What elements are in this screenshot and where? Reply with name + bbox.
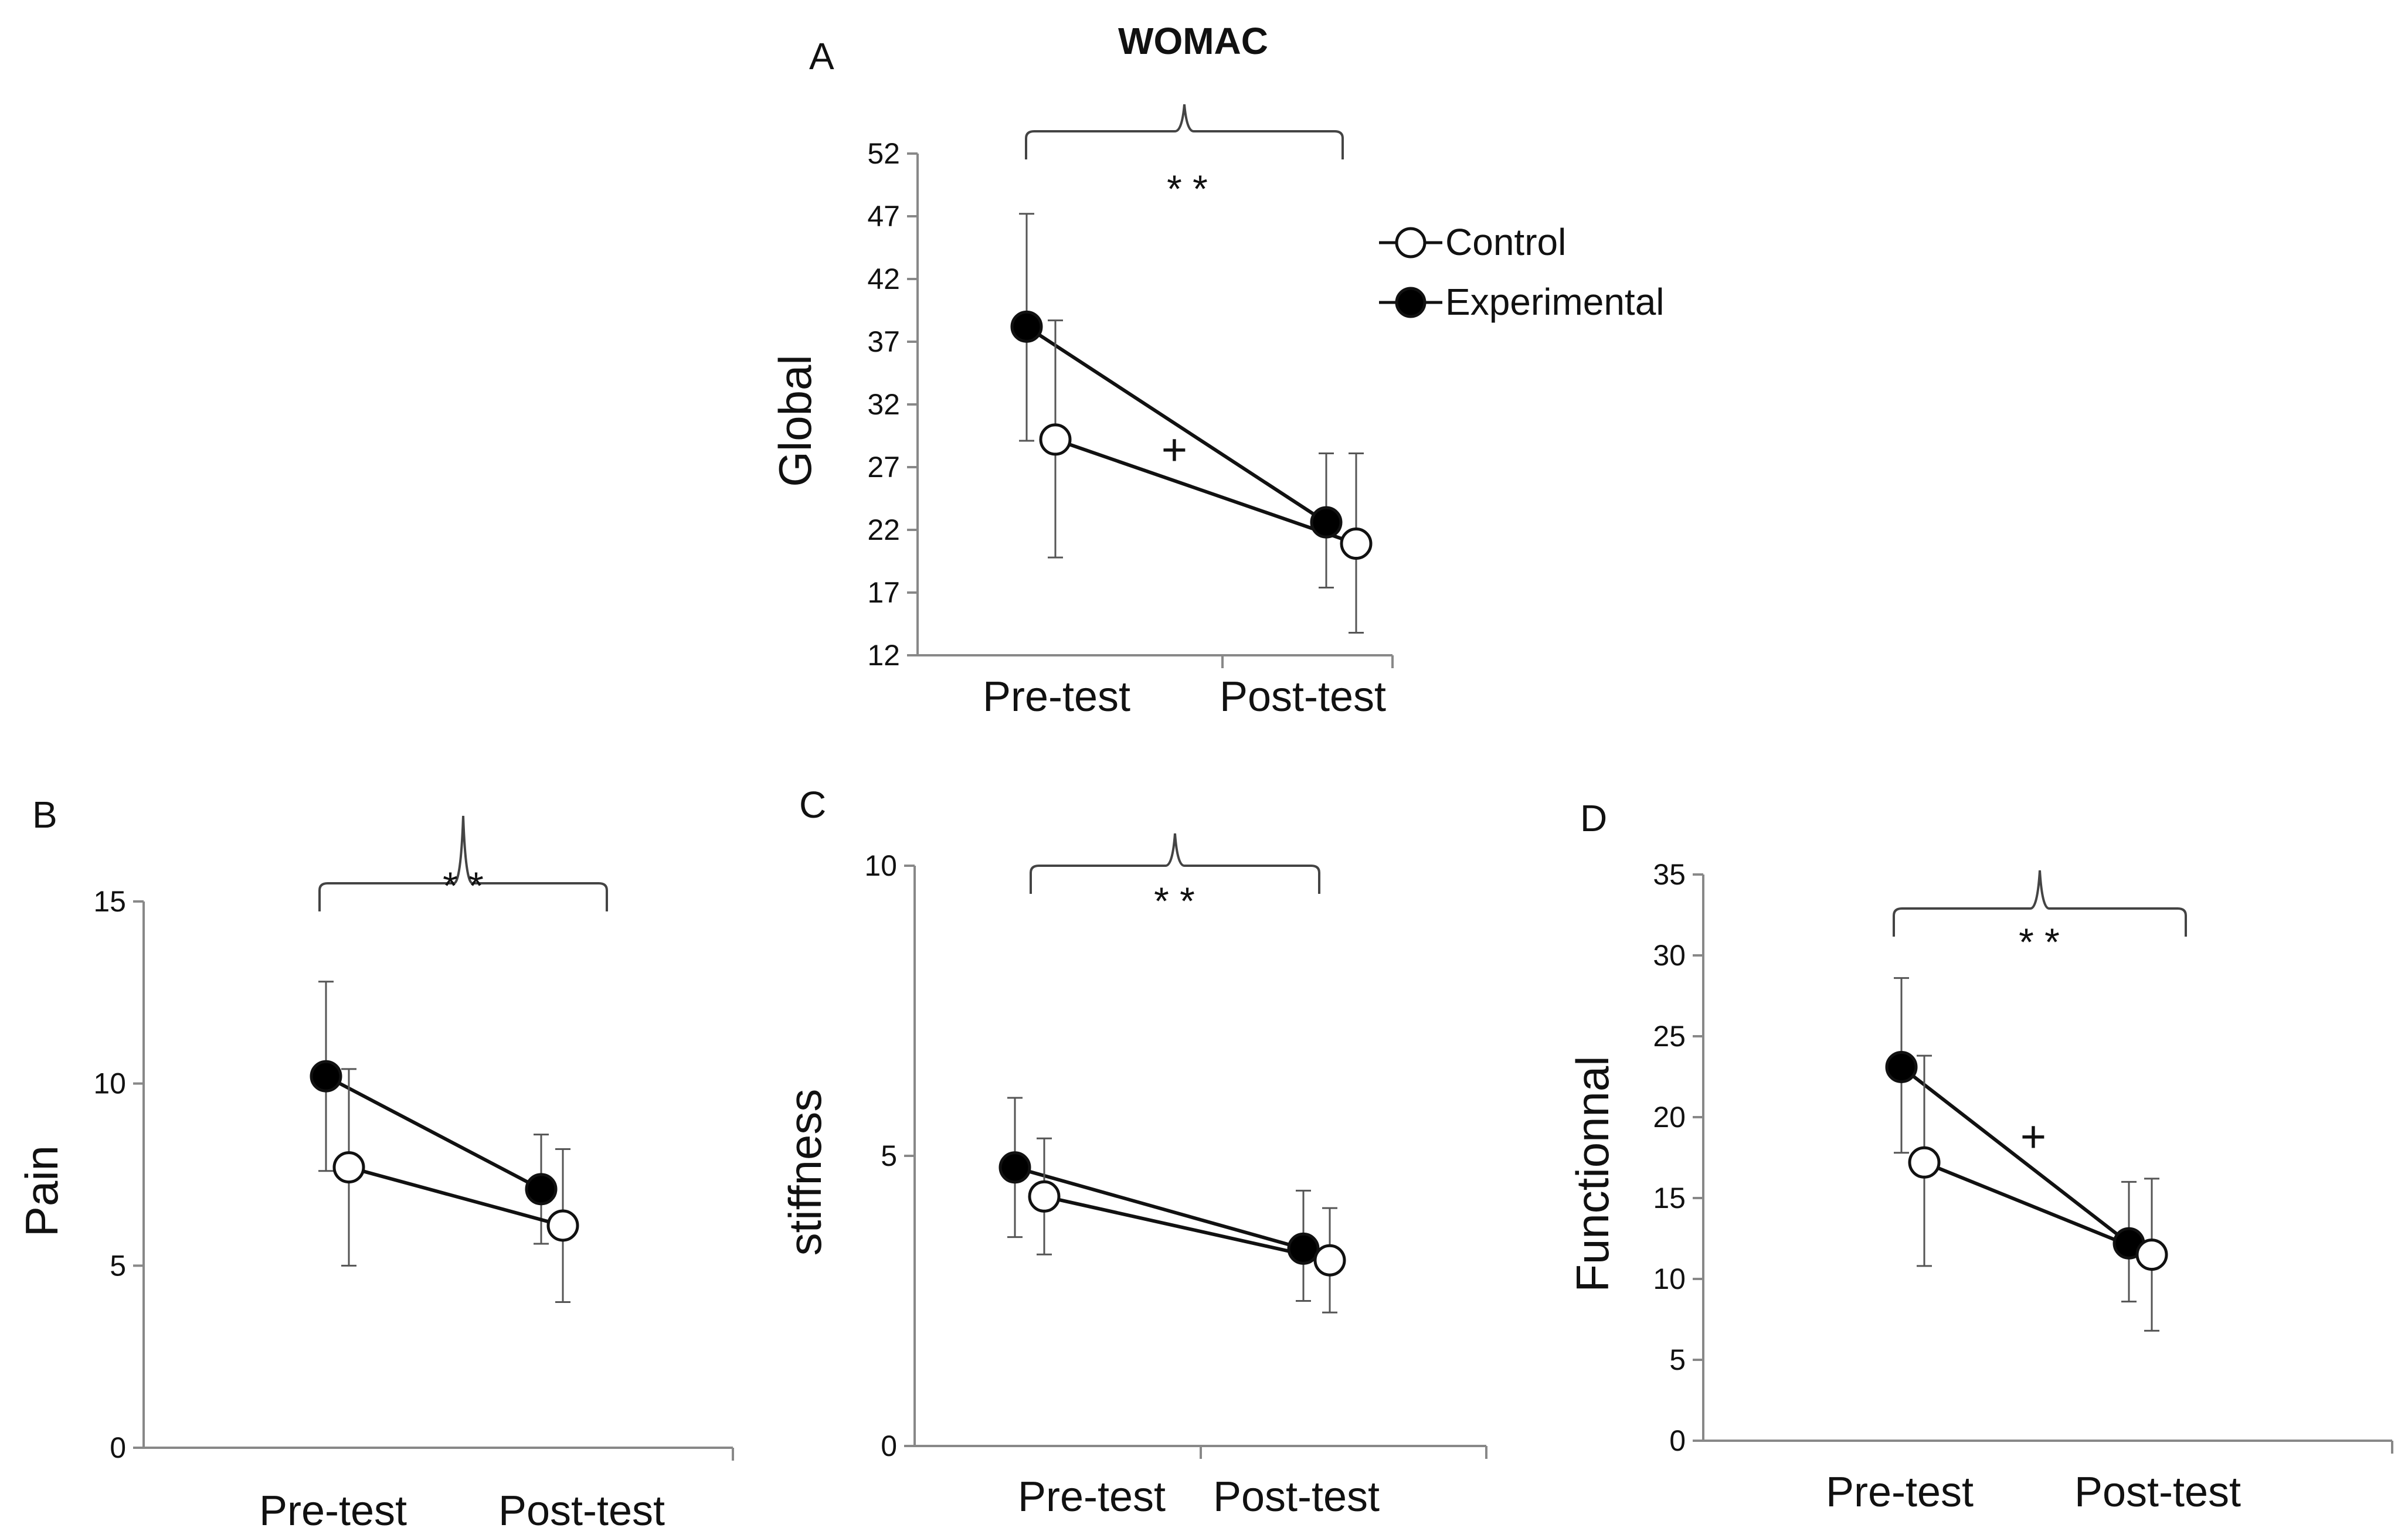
x-category-label: Post-test [1213,1474,1380,1520]
control-data-point [1908,1146,1941,1179]
y-tick-label: 32 [867,388,900,421]
y-tick-label: 22 [867,513,900,546]
experimental-series-line [1014,1165,1304,1251]
experimental-data-point [1287,1232,1320,1265]
experimental-data-point [1885,1050,1918,1083]
y-tick-label: 15 [1653,1182,1686,1214]
figure-title: WOMAC [1118,20,1268,62]
panel-label: B [32,794,57,836]
y-tick-label: 5 [1669,1343,1686,1376]
legend-control-marker [1395,227,1427,258]
control-data-point [1028,1180,1061,1213]
x-category-label: Pre-test [983,673,1130,720]
y-tick-label: 0 [110,1431,126,1464]
y-tick-label: 0 [1669,1424,1686,1457]
significance-asterisks: * * [2019,920,2060,964]
y-tick-label: 35 [1653,858,1686,891]
y-tick-label: 10 [864,849,897,882]
legend: Control Experimental [1379,221,1665,323]
experimental-series-line [1900,1066,2130,1245]
y-tick-label: 27 [867,451,900,484]
y-tick-label: 20 [1653,1101,1686,1134]
y-tick-label: 5 [110,1249,126,1282]
y-tick-label: 37 [867,325,900,358]
experimental-data-point [998,1151,1031,1184]
panel-label: A [809,35,834,77]
experimental-data-point [310,1060,342,1093]
x-category-label: Pre-test [259,1488,407,1534]
chart-panel-b: B 0 5 10 15 Pain Pre-test Post-test * * [16,794,734,1534]
x-category-label: Post-test [1220,673,1386,720]
control-data-point [1039,423,1072,456]
x-category-label: Post-test [498,1488,665,1534]
significance-asterisks: * * [443,864,484,907]
control-data-point [2135,1238,2168,1271]
control-series-line [1044,1195,1330,1263]
control-data-point [546,1209,579,1242]
y-tick-label: 12 [867,639,900,672]
panel-label: D [1580,797,1607,839]
experimental-series-line [1025,325,1327,524]
x-category-label: Post-test [2074,1469,2241,1516]
control-data-point [1340,528,1373,560]
control-series-line [1055,438,1357,546]
legend-experimental-label: Experimental [1445,281,1665,323]
chart-panel-a: A 12 17 22 27 32 37 42 47 52 Global Pre-test Post-te… [769,35,1394,720]
plus-annotation: + [1161,425,1187,475]
experimental-data-point [1310,506,1343,539]
y-tick-label: 10 [1653,1263,1686,1295]
panel-label: C [799,784,826,826]
y-axis-label: Functionnal [1567,1056,1618,1292]
significance-bracket [1030,833,1320,894]
y-tick-label: 25 [1653,1020,1686,1053]
y-tick-label: 17 [867,576,900,609]
plus-annotation: + [2020,1112,2046,1162]
y-axis-label: Global [769,355,821,486]
control-data-point [1313,1244,1346,1277]
y-axis-label: Pain [16,1145,67,1237]
y-tick-label: 52 [867,137,900,170]
legend-experimental-marker [1395,287,1427,318]
legend-control-label: Control [1445,221,1566,263]
y-tick-label: 47 [867,200,900,233]
significance-bracket [1893,870,2187,937]
control-data-point [332,1151,365,1184]
y-tick-label: 42 [867,263,900,295]
y-tick-label: 10 [93,1067,126,1100]
x-category-label: Pre-test [1018,1474,1166,1520]
chart-panel-d: D 0 5 10 15 20 25 30 35 Functionnal Pre-test Post-t… [1567,797,2393,1516]
experimental-data-point [1010,310,1043,343]
experimental-series-line [325,1074,542,1191]
significance-bracket [318,815,608,911]
significance-asterisks: * * [1154,879,1195,923]
x-category-label: Pre-test [1826,1469,1974,1516]
y-tick-label: 15 [93,885,126,918]
experimental-data-point [525,1173,558,1206]
significance-bracket [1025,104,1344,159]
y-tick-label: 30 [1653,939,1686,972]
y-tick-label: 5 [881,1139,897,1172]
significance-asterisks: * * [1167,167,1208,210]
control-series-line [348,1165,563,1227]
y-axis-label: stiffness [779,1089,831,1256]
y-tick-label: 0 [881,1430,897,1462]
chart-panel-c: C 0 5 10 stiffness Pre-test Post-test * * [779,784,1487,1520]
